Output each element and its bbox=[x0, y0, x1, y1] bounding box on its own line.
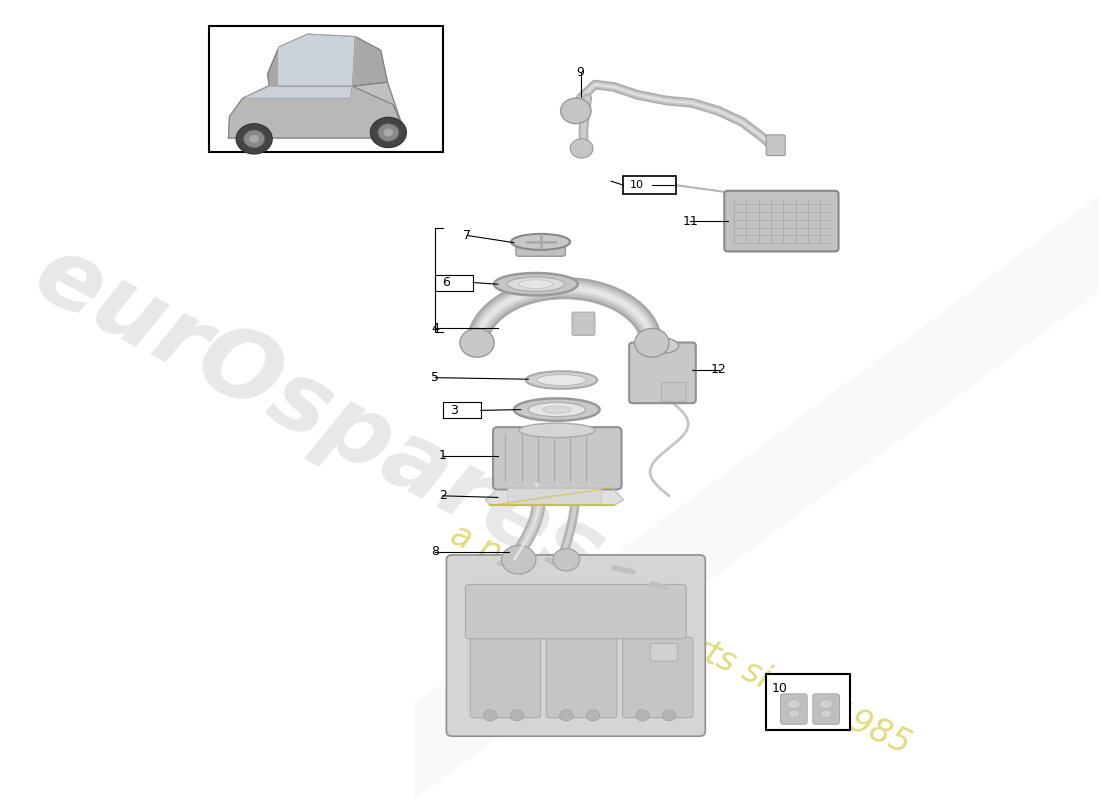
Polygon shape bbox=[279, 34, 355, 86]
Ellipse shape bbox=[542, 406, 571, 413]
Circle shape bbox=[460, 329, 494, 357]
Ellipse shape bbox=[788, 710, 800, 718]
Circle shape bbox=[570, 139, 593, 158]
FancyBboxPatch shape bbox=[547, 637, 617, 718]
FancyBboxPatch shape bbox=[650, 643, 678, 661]
Text: 3: 3 bbox=[450, 404, 458, 417]
FancyBboxPatch shape bbox=[724, 190, 838, 251]
Text: 5: 5 bbox=[431, 371, 439, 384]
Circle shape bbox=[662, 710, 675, 721]
Circle shape bbox=[510, 710, 524, 721]
FancyBboxPatch shape bbox=[629, 342, 696, 403]
Circle shape bbox=[561, 98, 591, 124]
Circle shape bbox=[484, 710, 497, 721]
Text: 9: 9 bbox=[576, 66, 584, 79]
Ellipse shape bbox=[526, 371, 597, 389]
FancyBboxPatch shape bbox=[507, 489, 602, 505]
Ellipse shape bbox=[519, 423, 595, 438]
Ellipse shape bbox=[512, 234, 570, 250]
Bar bbox=[767, 674, 850, 730]
Ellipse shape bbox=[514, 398, 600, 421]
Ellipse shape bbox=[640, 338, 679, 354]
Circle shape bbox=[586, 710, 600, 721]
FancyBboxPatch shape bbox=[516, 240, 565, 256]
Ellipse shape bbox=[537, 374, 586, 386]
FancyBboxPatch shape bbox=[813, 694, 839, 724]
FancyBboxPatch shape bbox=[493, 427, 622, 490]
FancyBboxPatch shape bbox=[767, 135, 785, 156]
Polygon shape bbox=[267, 34, 387, 86]
PathPatch shape bbox=[414, 161, 1100, 799]
Circle shape bbox=[636, 710, 649, 721]
Text: 10: 10 bbox=[772, 682, 788, 695]
Ellipse shape bbox=[820, 699, 833, 709]
Ellipse shape bbox=[788, 699, 801, 709]
Ellipse shape bbox=[494, 273, 578, 295]
FancyBboxPatch shape bbox=[572, 312, 595, 335]
Text: 1: 1 bbox=[439, 450, 447, 462]
Text: 11: 11 bbox=[682, 214, 697, 228]
Text: 6: 6 bbox=[442, 276, 450, 289]
Text: a passion for parts since 1985: a passion for parts since 1985 bbox=[446, 518, 916, 761]
Polygon shape bbox=[229, 85, 405, 138]
Bar bbox=[209, 26, 442, 153]
Circle shape bbox=[635, 329, 669, 357]
Ellipse shape bbox=[821, 710, 832, 718]
Ellipse shape bbox=[528, 402, 585, 417]
Circle shape bbox=[244, 130, 265, 148]
Circle shape bbox=[553, 549, 580, 571]
Polygon shape bbox=[485, 488, 624, 506]
Circle shape bbox=[560, 710, 573, 721]
Ellipse shape bbox=[507, 277, 564, 291]
Text: 10: 10 bbox=[630, 180, 645, 190]
Circle shape bbox=[250, 135, 258, 143]
Text: 4: 4 bbox=[431, 322, 439, 334]
Text: 12: 12 bbox=[711, 363, 726, 376]
Polygon shape bbox=[352, 82, 405, 133]
Circle shape bbox=[502, 546, 536, 574]
FancyBboxPatch shape bbox=[465, 585, 686, 638]
Text: 2: 2 bbox=[439, 490, 447, 502]
Bar bbox=[624, 176, 675, 194]
Text: eurOspares: eurOspares bbox=[19, 227, 619, 605]
Circle shape bbox=[236, 124, 273, 154]
FancyBboxPatch shape bbox=[661, 382, 686, 402]
FancyBboxPatch shape bbox=[623, 637, 693, 718]
Text: 7: 7 bbox=[463, 229, 472, 242]
Ellipse shape bbox=[519, 280, 553, 289]
FancyBboxPatch shape bbox=[470, 637, 540, 718]
Circle shape bbox=[378, 124, 399, 142]
Circle shape bbox=[371, 118, 407, 148]
Circle shape bbox=[384, 129, 393, 137]
FancyBboxPatch shape bbox=[781, 694, 807, 724]
FancyBboxPatch shape bbox=[447, 555, 705, 736]
Text: 8: 8 bbox=[431, 546, 439, 558]
Polygon shape bbox=[243, 86, 352, 98]
